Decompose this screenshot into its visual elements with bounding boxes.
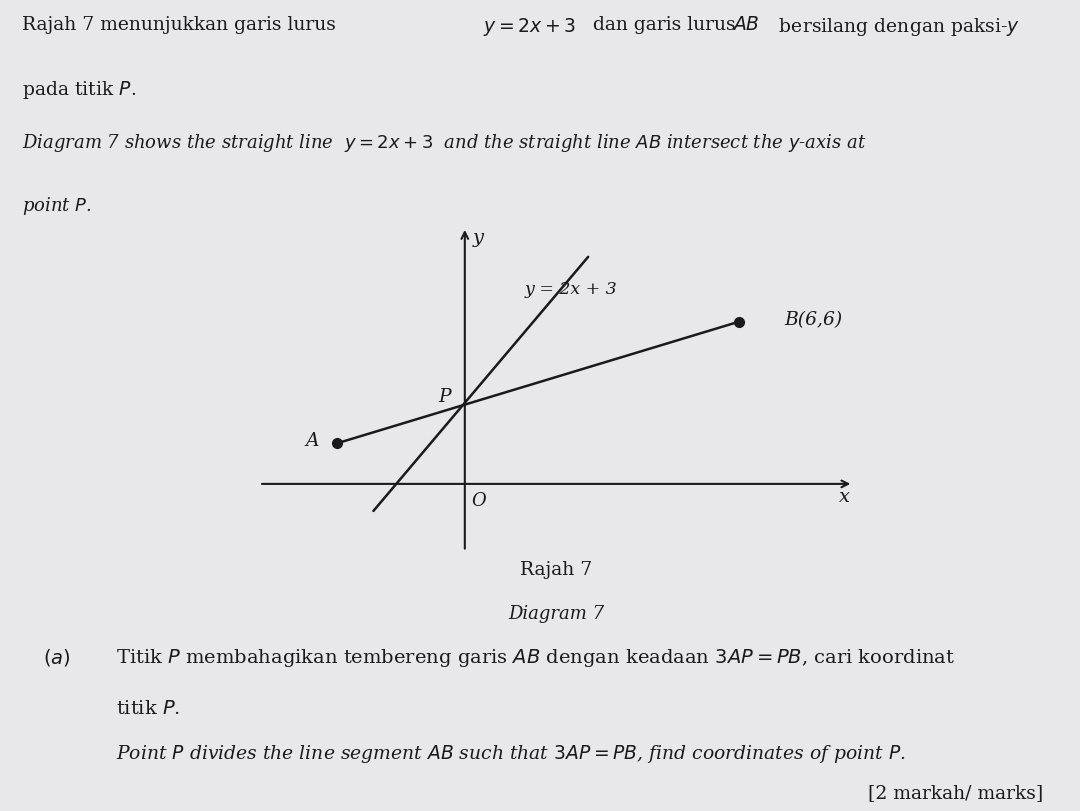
Text: point $P$.: point $P$. bbox=[22, 195, 91, 217]
Text: titik $P$.: titik $P$. bbox=[116, 701, 180, 719]
Text: dan garis lurus: dan garis lurus bbox=[586, 16, 741, 34]
Text: x: x bbox=[838, 488, 850, 506]
Text: y: y bbox=[473, 229, 484, 247]
Text: Titik $P$ membahagikan tembereng garis $AB$ dengan keadaan $3AP=PB$, cari koordi: Titik $P$ membahagikan tembereng garis $… bbox=[116, 647, 955, 669]
Text: bersilang dengan paksi-$y$: bersilang dengan paksi-$y$ bbox=[773, 16, 1021, 38]
Text: Diagram 7: Diagram 7 bbox=[508, 604, 605, 623]
Text: Rajah 7 menunjukkan garis lurus: Rajah 7 menunjukkan garis lurus bbox=[22, 16, 341, 34]
Text: O: O bbox=[471, 492, 486, 510]
Text: P: P bbox=[438, 388, 450, 406]
Text: A: A bbox=[305, 431, 319, 449]
Text: $AB$: $AB$ bbox=[732, 16, 759, 34]
Text: Diagram 7 shows the straight line  $y=2x+3$  and the straight line $AB$ intersec: Diagram 7 shows the straight line $y=2x+… bbox=[22, 132, 866, 154]
Text: $(a)$: $(a)$ bbox=[42, 647, 70, 667]
Text: y = 2x + 3: y = 2x + 3 bbox=[524, 281, 617, 298]
Text: Point $P$ divides the line segment $AB$ such that $3AP = PB$, find coordinates o: Point $P$ divides the line segment $AB$ … bbox=[116, 743, 906, 766]
Text: pada titik $P$.: pada titik $P$. bbox=[22, 79, 136, 101]
Text: [2 markah/ marks]: [2 markah/ marks] bbox=[867, 784, 1043, 802]
Text: Rajah 7: Rajah 7 bbox=[521, 560, 592, 579]
Text: B(6,6): B(6,6) bbox=[785, 311, 842, 329]
Text: $y=2x+3$: $y=2x+3$ bbox=[483, 16, 576, 38]
